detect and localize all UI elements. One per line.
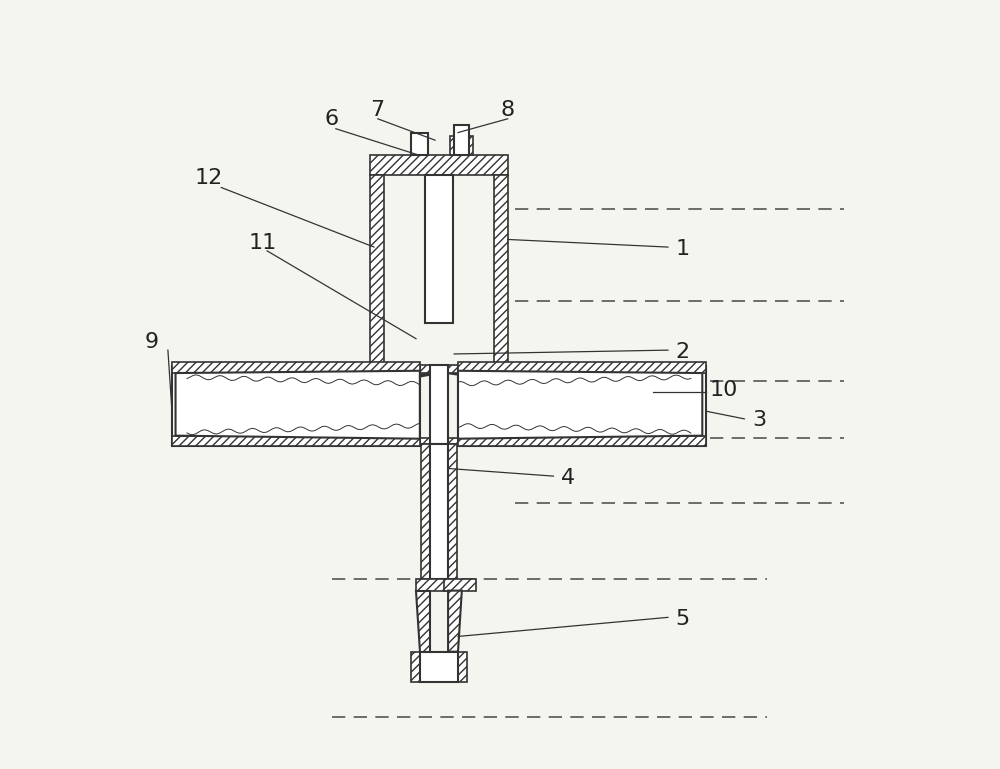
Text: 3: 3 [752, 411, 766, 431]
Text: 6: 6 [324, 109, 339, 129]
Polygon shape [420, 365, 458, 373]
Polygon shape [416, 579, 448, 591]
Polygon shape [448, 444, 457, 579]
Text: 5: 5 [676, 609, 690, 629]
Polygon shape [430, 444, 448, 579]
Polygon shape [411, 651, 420, 682]
Polygon shape [176, 371, 420, 438]
Polygon shape [172, 362, 420, 373]
Polygon shape [172, 436, 420, 446]
Polygon shape [450, 136, 473, 155]
Polygon shape [370, 155, 508, 175]
Polygon shape [454, 125, 469, 155]
Polygon shape [384, 373, 439, 381]
Text: 9: 9 [145, 332, 159, 352]
Text: 7: 7 [370, 100, 384, 120]
Polygon shape [458, 371, 702, 438]
Polygon shape [458, 366, 706, 446]
Text: 12: 12 [195, 168, 223, 188]
Polygon shape [448, 373, 508, 381]
Polygon shape [172, 366, 420, 446]
Text: 11: 11 [248, 232, 276, 252]
Polygon shape [444, 579, 476, 591]
Polygon shape [430, 365, 448, 444]
Text: 2: 2 [676, 341, 690, 361]
Polygon shape [420, 651, 458, 682]
Polygon shape [420, 438, 458, 444]
Polygon shape [421, 444, 430, 579]
Polygon shape [458, 651, 467, 682]
Polygon shape [425, 175, 453, 324]
Text: 8: 8 [500, 100, 514, 120]
Polygon shape [416, 591, 430, 651]
Polygon shape [448, 591, 462, 651]
Polygon shape [370, 175, 384, 381]
Polygon shape [458, 362, 706, 373]
Text: 10: 10 [710, 380, 738, 400]
Text: 4: 4 [561, 468, 575, 488]
Polygon shape [411, 132, 428, 155]
Polygon shape [494, 175, 508, 381]
Polygon shape [458, 436, 706, 446]
Text: 1: 1 [676, 238, 690, 258]
